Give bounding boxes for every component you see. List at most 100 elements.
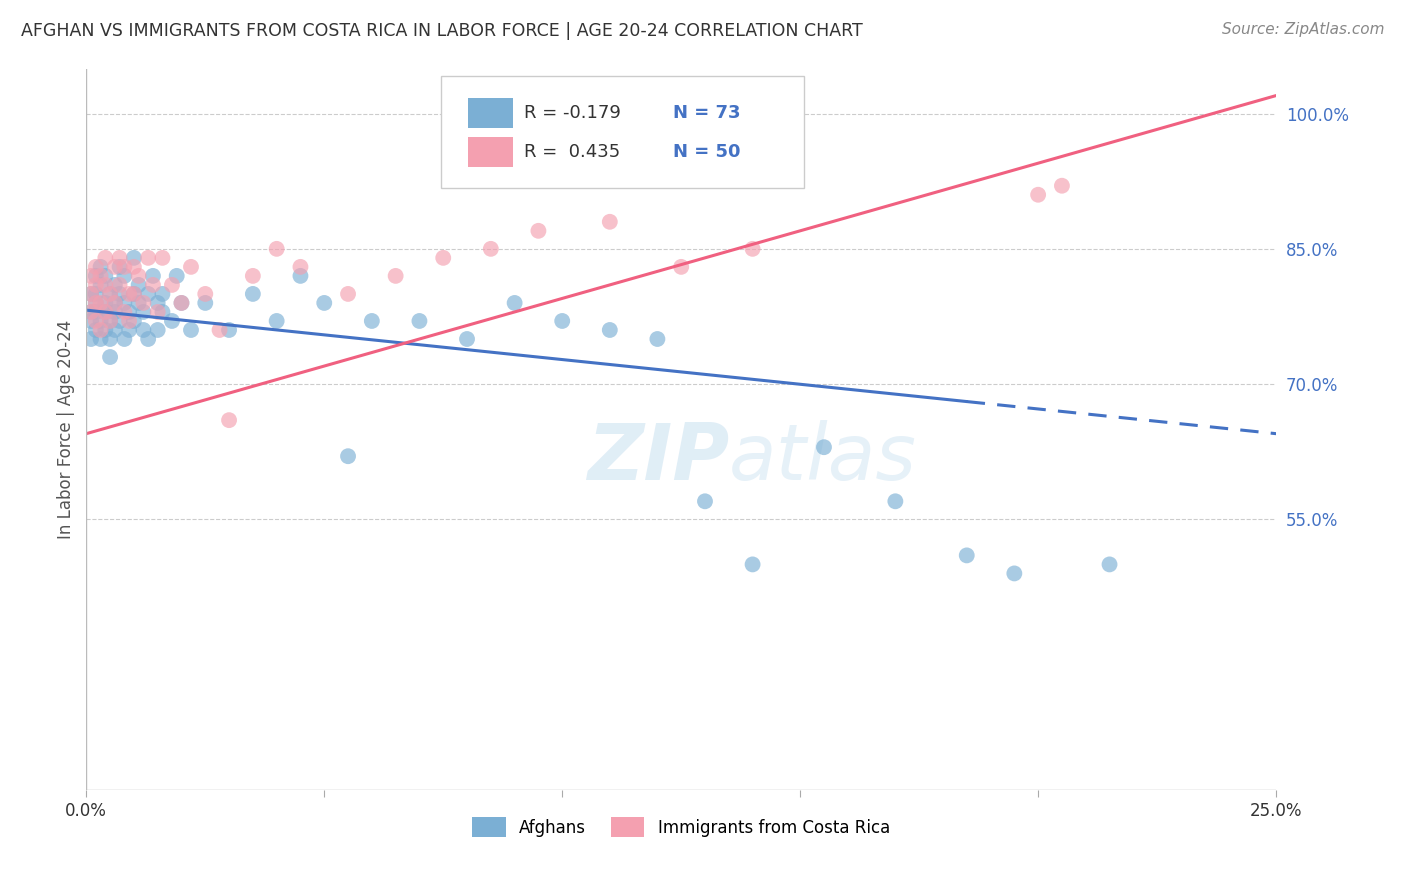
Point	[136, 287, 159, 301]
Point	[104, 296, 127, 310]
Point	[84, 305, 107, 319]
Point	[242, 268, 264, 283]
Point	[80, 287, 103, 301]
Point	[112, 260, 135, 274]
Point	[84, 277, 107, 292]
Point	[314, 296, 336, 310]
Point	[122, 260, 145, 274]
Point	[80, 314, 103, 328]
Text: Source: ZipAtlas.com: Source: ZipAtlas.com	[1222, 22, 1385, 37]
Point	[98, 350, 121, 364]
Point	[146, 323, 169, 337]
Point	[432, 251, 454, 265]
Point	[337, 449, 360, 463]
Point	[132, 296, 155, 310]
Bar	[468, 98, 513, 128]
Text: AFGHAN VS IMMIGRANTS FROM COSTA RICA IN LABOR FORCE | AGE 20-24 CORRELATION CHAR: AFGHAN VS IMMIGRANTS FROM COSTA RICA IN …	[21, 22, 863, 40]
Point	[599, 215, 621, 229]
Point	[166, 268, 188, 283]
Point	[693, 494, 716, 508]
Point	[170, 296, 193, 310]
Text: N = 50: N = 50	[673, 144, 741, 161]
Point	[122, 251, 145, 265]
Point	[1050, 178, 1073, 193]
Point	[337, 287, 360, 301]
Point	[160, 314, 183, 328]
Point	[94, 251, 117, 265]
Point	[408, 314, 430, 328]
Point	[90, 296, 112, 310]
Point	[741, 558, 763, 572]
Point	[104, 305, 127, 319]
Point	[503, 296, 526, 310]
Point	[1098, 558, 1121, 572]
Point	[80, 305, 103, 319]
Point	[194, 296, 217, 310]
Point	[142, 268, 165, 283]
Point	[551, 314, 574, 328]
Point	[122, 287, 145, 301]
Point	[84, 323, 107, 337]
Point	[108, 260, 131, 274]
Point	[118, 287, 141, 301]
Point	[94, 305, 117, 319]
Point	[884, 494, 907, 508]
Point	[741, 242, 763, 256]
Point	[194, 287, 217, 301]
Text: R =  0.435: R = 0.435	[524, 144, 620, 161]
Point	[152, 251, 174, 265]
Point	[1026, 187, 1049, 202]
Point	[84, 296, 107, 310]
Point	[290, 260, 312, 274]
Point	[599, 323, 621, 337]
Point	[1002, 566, 1025, 581]
Point	[112, 268, 135, 283]
Point	[84, 314, 107, 328]
Point	[84, 296, 107, 310]
Point	[98, 332, 121, 346]
Point	[94, 277, 117, 292]
Point	[104, 260, 127, 274]
Point	[813, 440, 835, 454]
Point	[242, 287, 264, 301]
Point	[180, 323, 202, 337]
Point	[104, 296, 127, 310]
Point	[94, 268, 117, 283]
Point	[108, 277, 131, 292]
Point	[128, 296, 150, 310]
Text: N = 73: N = 73	[673, 104, 741, 122]
Point	[84, 260, 107, 274]
Y-axis label: In Labor Force | Age 20-24: In Labor Force | Age 20-24	[58, 319, 75, 539]
Point	[647, 332, 669, 346]
Point	[170, 296, 193, 310]
Point	[152, 287, 174, 301]
Point	[90, 314, 112, 328]
Point	[669, 260, 692, 274]
Point	[104, 277, 127, 292]
Point	[108, 314, 131, 328]
Point	[98, 314, 121, 328]
Point	[94, 305, 117, 319]
Point	[94, 296, 117, 310]
Point	[90, 332, 112, 346]
Point	[104, 323, 127, 337]
Point	[90, 260, 112, 274]
Point	[112, 332, 135, 346]
Legend: Afghans, Immigrants from Costa Rica: Afghans, Immigrants from Costa Rica	[465, 810, 897, 844]
Point	[132, 305, 155, 319]
Point	[136, 332, 159, 346]
Point	[290, 268, 312, 283]
Point	[90, 323, 112, 337]
Point	[128, 277, 150, 292]
Point	[152, 305, 174, 319]
Point	[98, 287, 121, 301]
Point	[218, 323, 240, 337]
Point	[956, 549, 979, 563]
Point	[80, 305, 103, 319]
Point	[360, 314, 382, 328]
Point	[108, 287, 131, 301]
Point	[146, 296, 169, 310]
Point	[180, 260, 202, 274]
Point	[112, 305, 135, 319]
Point	[266, 314, 288, 328]
